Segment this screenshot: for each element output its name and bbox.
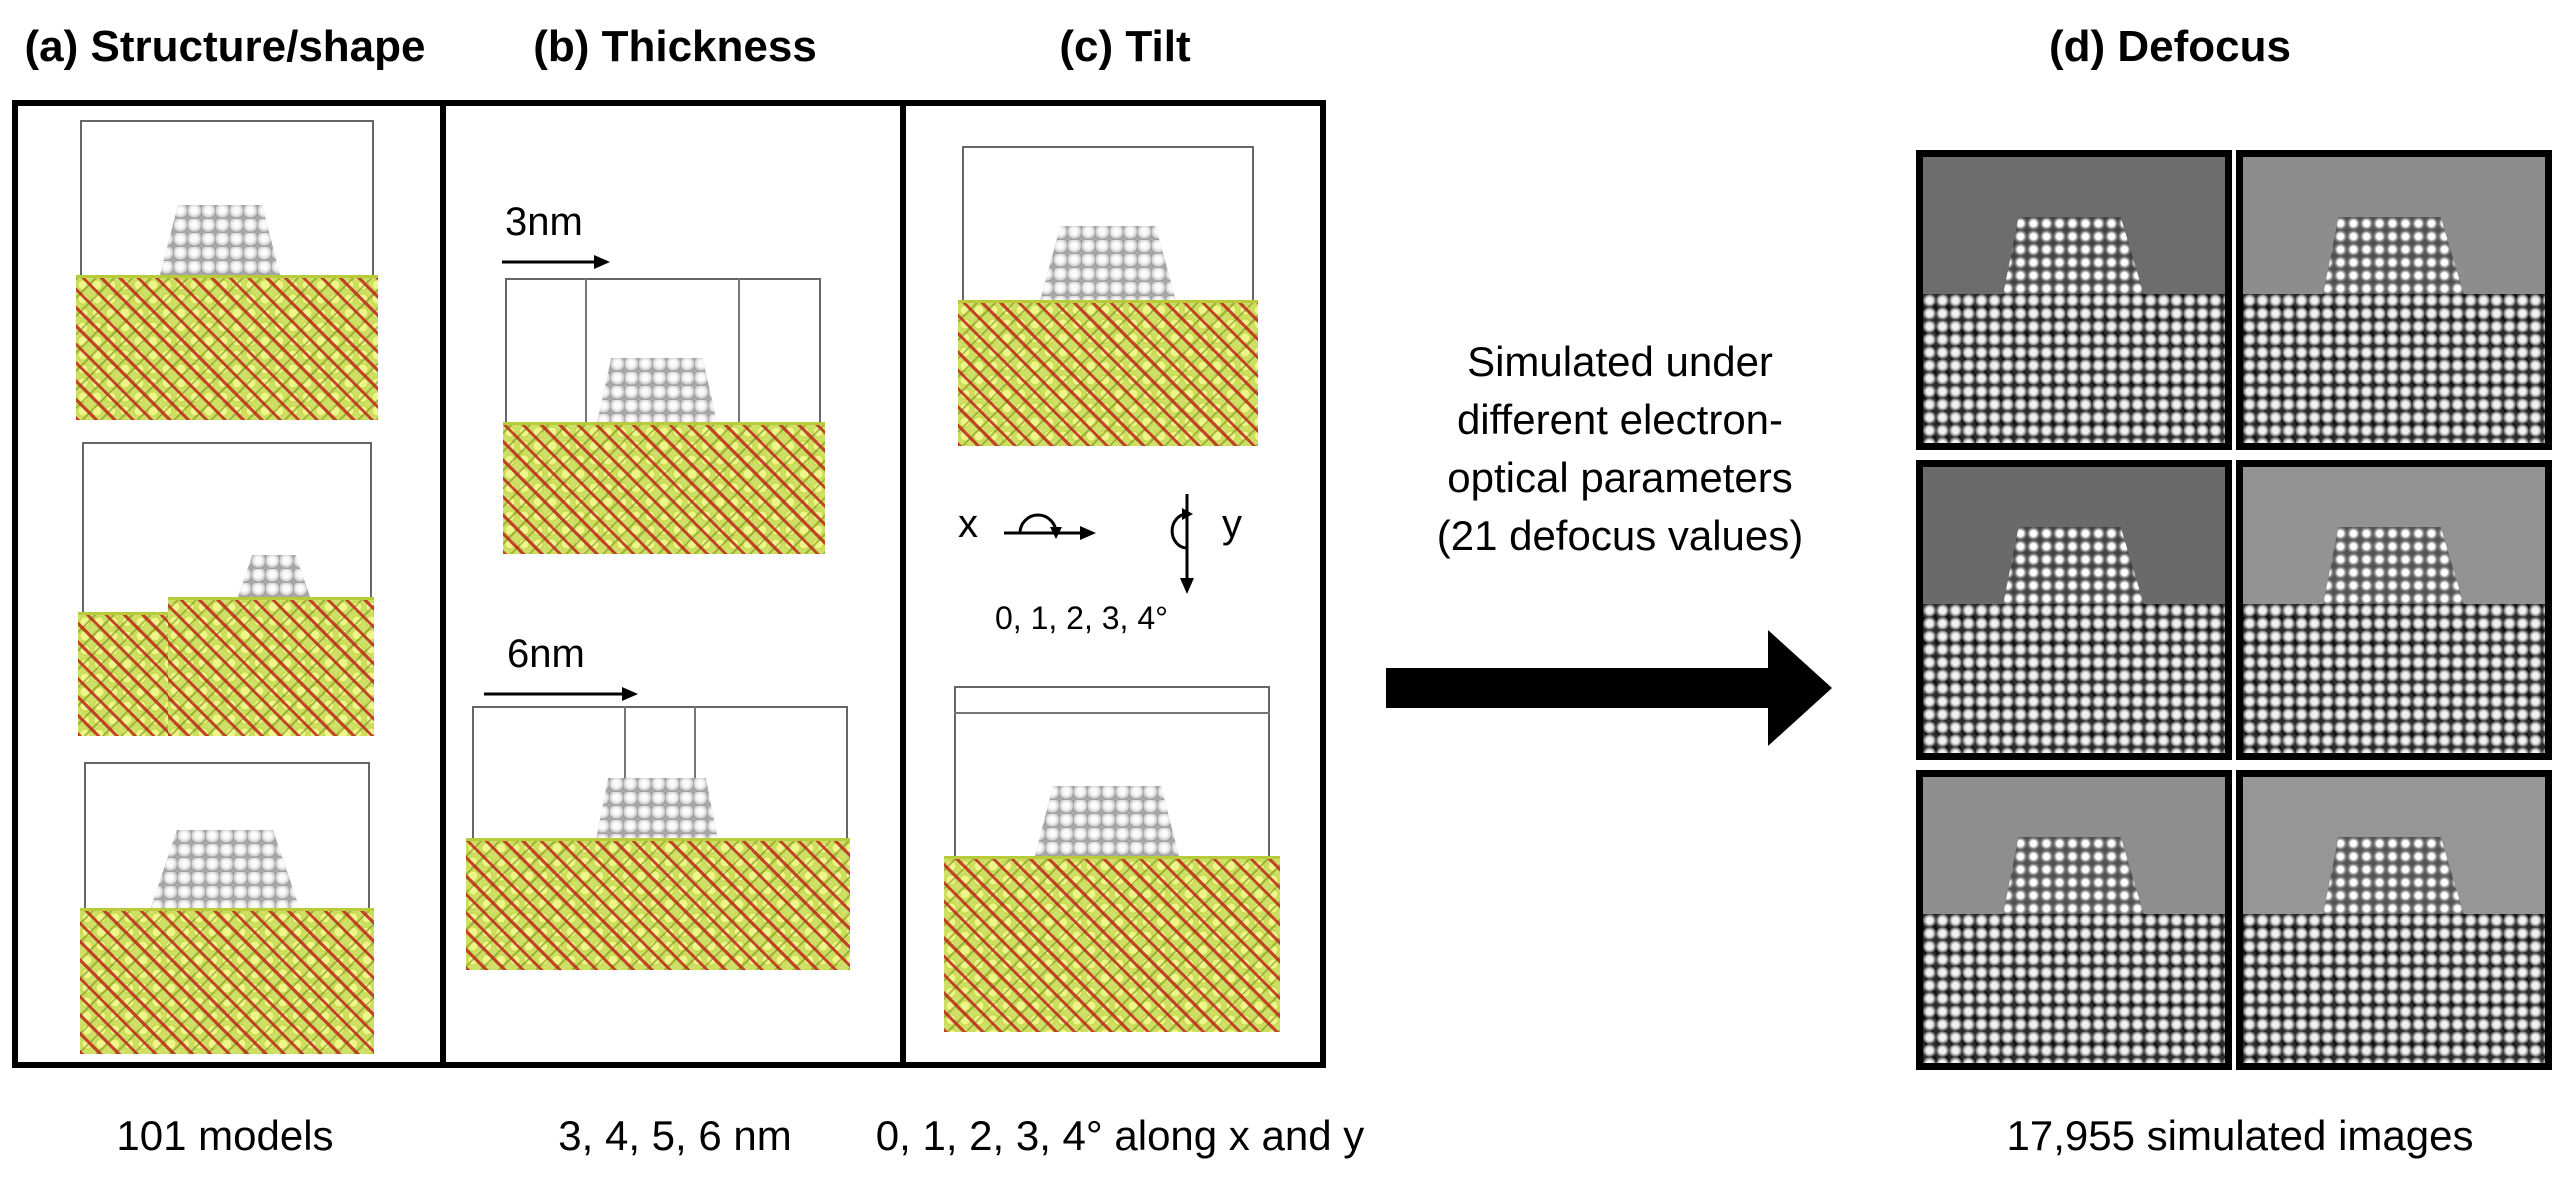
arrow-text-line-3: optical parameters — [1447, 454, 1793, 501]
sim-image-r3c1 — [1916, 770, 2232, 1070]
sim-image-r2c1 — [1916, 460, 2232, 760]
label-6nm: 6nm — [507, 632, 585, 676]
sim-image-r2c2 — [2236, 460, 2552, 760]
panel-c-frame — [900, 100, 1326, 1068]
panel-c-caption: 0, 1, 2, 3, 4° along x and y — [875, 1112, 1365, 1159]
rotate-x-icon — [1004, 513, 1096, 540]
big-right-arrow-icon — [1386, 630, 1832, 746]
arrow-3nm-icon — [502, 255, 610, 269]
arrow-text-line-4: (21 defocus values) — [1436, 512, 1804, 559]
panel-d-title: (d) Defocus — [2049, 22, 2291, 71]
arrow-6nm-icon — [484, 687, 638, 701]
sim-image-r3c2 — [2236, 770, 2552, 1070]
panel-b-caption: 3, 4, 5, 6 nm — [558, 1112, 792, 1159]
tilt-angles: 0, 1, 2, 3, 4° — [995, 600, 1168, 636]
label-3nm: 3nm — [505, 200, 583, 244]
rotate-y-icon — [1170, 494, 1194, 594]
panel-a-title: (a) Structure/shape — [24, 22, 426, 71]
tilt-axis-x-label: x — [958, 502, 978, 546]
sim-image-r1c2 — [2236, 150, 2552, 450]
sim-image-r1c1 — [1916, 150, 2232, 450]
panel-d-caption: 17,955 simulated images — [2006, 1112, 2474, 1159]
panel-c-title: (c) Tilt — [1059, 22, 1191, 71]
tilt-axis-y-label: y — [1222, 502, 1242, 546]
arrow-text-line-1: Simulated under — [1467, 338, 1773, 385]
panel-b-title: (b) Thickness — [533, 22, 817, 71]
arrow-text-line-2: different electron- — [1456, 396, 1784, 443]
panel-a-caption: 101 models — [116, 1112, 334, 1159]
